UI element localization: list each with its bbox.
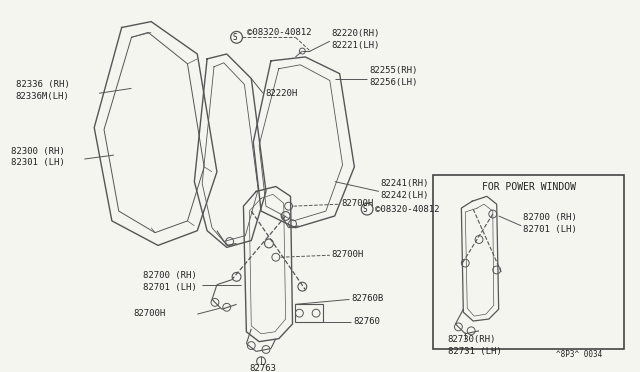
Text: 82760B: 82760B (351, 294, 383, 303)
Text: 82336 (RH)
82336M(LH): 82336 (RH) 82336M(LH) (15, 80, 69, 101)
Text: 82220(RH)
82221(LH): 82220(RH) 82221(LH) (332, 29, 380, 50)
Text: 82700 (RH)
82701 (LH): 82700 (RH) 82701 (LH) (524, 214, 577, 234)
Bar (433, 175, 625, 349)
Text: 82700H: 82700H (342, 199, 374, 208)
Text: S: S (232, 33, 237, 42)
Text: S: S (363, 205, 367, 214)
Text: 82700 (RH)
82701 (LH): 82700 (RH) 82701 (LH) (143, 271, 197, 292)
Text: 82300 (RH)
82301 (LH): 82300 (RH) 82301 (LH) (11, 147, 65, 167)
Bar (296, 304, 323, 322)
Text: ^8P3^ 0034: ^8P3^ 0034 (556, 350, 603, 359)
Text: 82255(RH)
82256(LH): 82255(RH) 82256(LH) (369, 66, 417, 87)
Text: ©08320-40812: ©08320-40812 (375, 205, 440, 214)
Text: ©08320-40812: ©08320-40812 (247, 28, 312, 37)
Text: 82700H: 82700H (134, 309, 166, 318)
Text: 82220H: 82220H (265, 89, 297, 98)
Text: 82760: 82760 (353, 317, 380, 327)
Text: 82241(RH)
82242(LH): 82241(RH) 82242(LH) (381, 179, 429, 200)
Text: FOR POWER WINDOW: FOR POWER WINDOW (482, 182, 575, 192)
Text: 82700H: 82700H (332, 250, 364, 259)
Text: 82763: 82763 (250, 364, 276, 372)
Text: 82730(RH)
82731 (LH): 82730(RH) 82731 (LH) (447, 335, 501, 356)
